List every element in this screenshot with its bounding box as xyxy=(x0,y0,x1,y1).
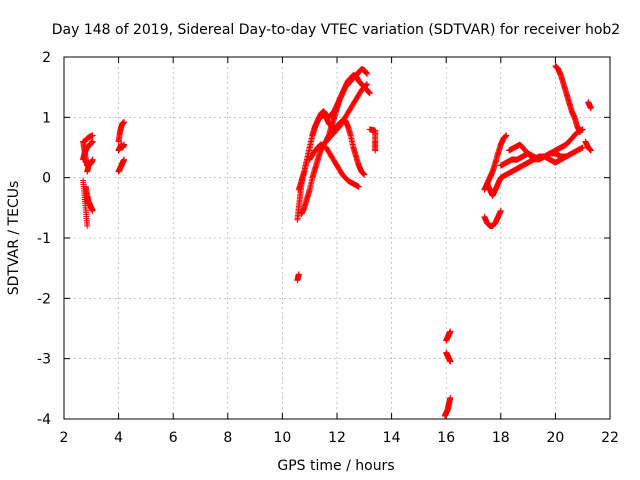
x-axis-label: GPS time / hours xyxy=(277,458,394,474)
x-tick-label: 10 xyxy=(273,430,291,446)
y-tick-label: 2 xyxy=(42,50,51,66)
data-point xyxy=(89,207,96,214)
data-point xyxy=(89,156,96,163)
y-tick-label: -4 xyxy=(37,412,51,428)
data-point xyxy=(355,183,362,190)
x-tick-label: 18 xyxy=(492,430,510,446)
y-axis-label: SDTVAR / TECUs xyxy=(6,181,22,296)
data-point xyxy=(121,119,128,126)
y-tick-label: 1 xyxy=(42,110,51,126)
data-point xyxy=(533,156,540,163)
data-point xyxy=(89,132,96,139)
x-tick-label: 20 xyxy=(546,430,564,446)
y-tick-label: -3 xyxy=(37,352,51,368)
x-tick-label: 16 xyxy=(437,430,455,446)
x-tick-label: 4 xyxy=(114,430,123,446)
data-point xyxy=(372,147,379,154)
data-point xyxy=(361,171,368,178)
y-tick-label: 0 xyxy=(42,171,51,187)
data-point xyxy=(121,141,128,148)
data-point xyxy=(587,105,594,112)
data-point xyxy=(366,90,373,97)
data-point xyxy=(497,207,504,214)
data-point xyxy=(447,394,454,401)
axis-ticks xyxy=(63,56,611,420)
data-point xyxy=(363,81,370,88)
x-tick-labels: 2 4 6 8 10 12 14 16 18 20 22 xyxy=(60,430,619,446)
chart-title: Day 148 of 2019, Sidereal Day-to-day VTE… xyxy=(52,22,620,38)
y-tick-label: -2 xyxy=(37,291,51,307)
data-point xyxy=(576,129,583,136)
y-tick-label: -1 xyxy=(37,231,51,247)
x-tick-label: 6 xyxy=(169,430,178,446)
data-point xyxy=(563,153,570,160)
data-point xyxy=(579,144,586,151)
data-point xyxy=(364,81,371,88)
data-point xyxy=(364,70,371,77)
x-tick-label: 14 xyxy=(383,430,401,446)
x-tick-label: 22 xyxy=(601,430,619,446)
data-point xyxy=(121,156,128,163)
data-point xyxy=(295,271,302,278)
data-point xyxy=(89,138,96,145)
y-tick-labels: -4 -3 -2 -1 0 1 2 xyxy=(37,50,51,428)
data-point xyxy=(503,132,510,139)
grid-lines xyxy=(64,57,610,419)
data-points xyxy=(80,63,594,419)
data-point xyxy=(84,222,91,229)
data-point xyxy=(447,358,454,365)
x-tick-label: 2 xyxy=(60,430,69,446)
data-point xyxy=(447,328,454,335)
x-tick-label: 12 xyxy=(328,430,346,446)
data-point xyxy=(587,147,594,154)
x-tick-label: 8 xyxy=(223,430,232,446)
